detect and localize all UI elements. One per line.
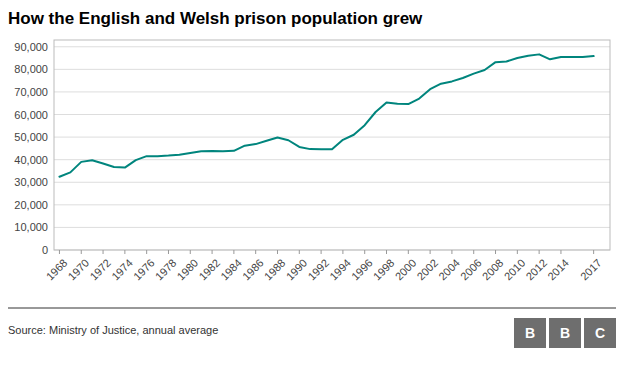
x-tick xyxy=(539,250,540,254)
x-tick xyxy=(408,250,409,254)
logo-letter: B xyxy=(525,325,535,341)
grid-line xyxy=(54,204,610,205)
x-tick xyxy=(59,250,60,254)
x-tick-label: 2002 xyxy=(414,257,440,283)
x-tick-label: 1986 xyxy=(240,257,266,283)
x-tick-label: 2006 xyxy=(458,257,484,283)
x-tick xyxy=(168,250,169,254)
y-tick-label: 70,000 xyxy=(14,86,48,98)
x-tick-label: 1994 xyxy=(327,257,353,283)
x-tick xyxy=(560,250,561,254)
x-tick-label: 1980 xyxy=(175,257,201,283)
x-tick-label: 1992 xyxy=(305,257,331,283)
y-tick-label: 50,000 xyxy=(14,131,48,143)
separator xyxy=(8,308,616,309)
grid-line xyxy=(54,46,610,47)
x-tick xyxy=(495,250,496,254)
x-tick-label: 2014 xyxy=(545,257,571,283)
x-tick xyxy=(146,250,147,254)
x-tick-label: 1968 xyxy=(44,257,70,283)
grid-line xyxy=(54,91,610,92)
grid-line xyxy=(54,69,610,70)
logo-letter: C xyxy=(595,325,605,341)
x-tick xyxy=(190,250,191,254)
x-axis: 1968197019721974197619781980198219841986… xyxy=(44,250,604,282)
x-tick-label: 2017 xyxy=(578,257,604,283)
x-tick-label: 2000 xyxy=(393,257,419,283)
plot-frame xyxy=(54,40,610,250)
x-tick-label: 1972 xyxy=(87,257,113,283)
x-tick-label: 1978 xyxy=(153,257,179,283)
line xyxy=(59,54,593,176)
x-tick-label: 1996 xyxy=(349,257,375,283)
logo-box xyxy=(549,318,581,348)
x-tick xyxy=(81,250,82,254)
x-tick xyxy=(124,250,125,254)
y-tick-label: 60,000 xyxy=(14,109,48,121)
x-tick-label: 1998 xyxy=(371,257,397,283)
x-tick-label: 1974 xyxy=(109,257,135,283)
x-tick xyxy=(233,250,234,254)
x-tick-label: 2008 xyxy=(480,257,506,283)
x-tick-label: 1982 xyxy=(196,257,222,283)
x-tick xyxy=(473,250,474,254)
y-tick-label: 30,000 xyxy=(14,176,48,188)
grid-line xyxy=(54,227,610,228)
grid-line xyxy=(54,114,610,115)
x-tick-label: 1984 xyxy=(218,257,244,283)
data xyxy=(59,54,593,176)
y-tick-label: 10,000 xyxy=(14,221,48,233)
grid-line xyxy=(54,182,610,183)
x-tick xyxy=(451,250,452,254)
source: Source: Ministry of Justice, annual aver… xyxy=(8,324,218,336)
x-tick-label: 1970 xyxy=(66,257,92,283)
x-tick xyxy=(386,250,387,254)
x-tick-label: 2010 xyxy=(502,257,528,283)
x-tick xyxy=(277,250,278,254)
x-tick xyxy=(255,250,256,254)
x-tick-label: 2004 xyxy=(436,257,462,283)
x-tick-label: 1988 xyxy=(262,257,288,283)
y-tick-label: 0 xyxy=(42,244,48,256)
x-tick xyxy=(103,250,104,254)
y-tick-label: 80,000 xyxy=(14,63,48,75)
x-tick xyxy=(342,250,343,254)
x-tick-label: 1990 xyxy=(284,257,310,283)
grid-line xyxy=(54,137,610,138)
y-tick-label: 20,000 xyxy=(14,199,48,211)
x-tick xyxy=(212,250,213,254)
x-tick xyxy=(321,250,322,254)
background xyxy=(0,0,624,367)
x-tick xyxy=(593,250,594,254)
x-tick xyxy=(517,250,518,254)
logo-box xyxy=(584,318,616,348)
logo-box xyxy=(514,318,546,348)
y-tick-label: 90,000 xyxy=(14,41,48,53)
title: How the English and Welsh prison populat… xyxy=(8,9,423,28)
y-tick-label: 40,000 xyxy=(14,154,48,166)
chart: How the English and Welsh prison populat… xyxy=(0,0,624,367)
y-axis: 0 10,000 20,000 30,000 40,000 50,000 60,000 70,… xyxy=(14,41,610,256)
x-tick xyxy=(364,250,365,254)
x-tick xyxy=(430,250,431,254)
x-tick xyxy=(299,250,300,254)
logo-letter: B xyxy=(560,325,570,341)
x-tick-label: 1976 xyxy=(131,257,157,283)
x-tick-label: 2012 xyxy=(523,257,549,283)
